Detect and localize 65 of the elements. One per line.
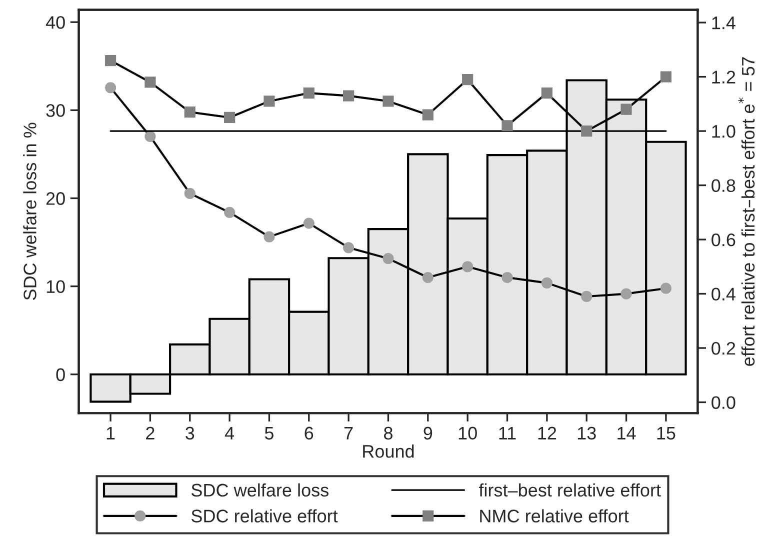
x-tick-label: 10 [458, 426, 477, 440]
legend-label: NMC relative effort [480, 509, 629, 522]
point [184, 188, 196, 199]
point [104, 54, 116, 66]
point [184, 106, 196, 118]
point [502, 120, 513, 132]
point [303, 88, 314, 99]
point [422, 109, 434, 120]
x-tick-label: 7 [344, 426, 353, 440]
x-tick-label: 14 [618, 426, 636, 440]
legend-label: first–best relative effort [478, 483, 661, 497]
legend-label: SDC relative effort [191, 509, 338, 522]
y2-tick-label: 1.2 [712, 70, 736, 84]
y-tick-label: 20 [46, 192, 65, 205]
point [382, 252, 394, 264]
x-tick-label: 11 [499, 426, 516, 440]
x-tick-label: 6 [304, 426, 314, 440]
x-tick-label: 8 [384, 426, 392, 440]
point [620, 288, 632, 300]
y2-tick-label: 0.0 [712, 396, 736, 409]
x-axis-title: Round [363, 444, 414, 458]
point [144, 130, 156, 142]
x-tick-label: 2 [146, 426, 154, 440]
legend-label: SDC welfare loss [191, 483, 328, 497]
point [144, 76, 156, 88]
y2-tick-label: 0.8 [712, 179, 736, 192]
point [620, 104, 632, 115]
y2-tick-label: 1.4 [712, 16, 736, 30]
point [581, 125, 592, 137]
point [343, 242, 354, 254]
point [660, 71, 672, 82]
y-tick-label: 0 [56, 368, 65, 382]
point [502, 272, 513, 284]
x-tick-label: 5 [264, 426, 274, 440]
point [422, 272, 434, 284]
y-tick-label: 30 [46, 104, 65, 117]
point [264, 231, 275, 242]
point [264, 96, 275, 107]
point [581, 290, 592, 302]
point [343, 90, 354, 102]
point [104, 82, 116, 94]
y2-tick-label: 0.6 [712, 233, 736, 246]
point [660, 282, 672, 294]
y2-tick-label: 1.0 [712, 124, 736, 138]
x-tick-label: 4 [224, 426, 234, 440]
point [303, 218, 314, 229]
y2-axis-title: effort relative to first–best effort e$^{*}$ = 57 [738, 57, 755, 366]
point [224, 206, 236, 218]
point [462, 261, 474, 272]
x-tick-label: 1 [106, 426, 115, 440]
x-tick-label: 15 [657, 426, 676, 440]
x-tick-label: 12 [538, 426, 556, 440]
point [541, 277, 552, 288]
point [224, 112, 236, 124]
x-tick-label: 9 [424, 426, 432, 440]
point [382, 96, 394, 107]
point [541, 88, 552, 99]
x-tick-label: 3 [186, 426, 194, 440]
point [462, 74, 474, 86]
y2-tick-label: 0.4 [712, 288, 736, 300]
y-axis-title: SDC welfare loss in % [23, 122, 36, 300]
x-tick-label: 13 [578, 426, 596, 440]
y-tick-label: 10 [46, 280, 65, 294]
y2-tick-label: 0.2 [712, 342, 736, 355]
y-tick-label: 40 [46, 16, 65, 29]
